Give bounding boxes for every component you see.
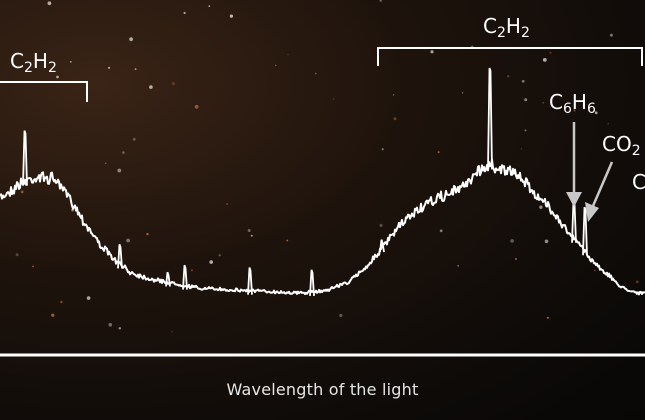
star-speck (379, 223, 383, 227)
x-axis-label: Wavelength of the light (226, 380, 419, 399)
spectrum-series-line (0, 158, 645, 296)
star-speck (379, 0, 382, 2)
star-speck (56, 75, 59, 79)
star-speck (47, 1, 52, 6)
label-c6h6: C6H6 (549, 90, 596, 117)
star-speck (437, 151, 440, 154)
star-speck (118, 327, 122, 330)
star-speck (506, 74, 510, 78)
star-speck (457, 265, 459, 267)
spike-3 (182, 264, 188, 290)
star-speck (209, 260, 213, 264)
label-c-clipped: C (632, 170, 645, 194)
star-speck (546, 316, 549, 319)
star-speck (218, 254, 221, 257)
label-c2h2-right: C2H2 (483, 14, 530, 41)
label-co2: CO2 (602, 132, 641, 159)
star-speck (132, 137, 136, 141)
star-speck (117, 168, 122, 173)
star-speck (149, 85, 153, 89)
arrow-c6h6-head (566, 192, 582, 207)
star-speck (549, 51, 552, 54)
star-speck (171, 82, 175, 86)
star-speck (190, 269, 193, 272)
star-speck (510, 239, 514, 243)
star-speck (393, 117, 397, 121)
star-speck (247, 229, 251, 232)
spike-1 (117, 244, 123, 269)
bracket-c2h2-right (377, 47, 643, 66)
star-speck (439, 229, 443, 233)
star-speck (333, 98, 335, 100)
star-speck (514, 257, 518, 261)
star-speck (635, 280, 639, 284)
star-speck (183, 11, 186, 15)
star-speck (20, 190, 24, 194)
star-speck (208, 5, 211, 7)
star-speck (430, 50, 434, 54)
star-speck (134, 68, 137, 70)
spike-0 (22, 130, 28, 186)
star-speck (314, 72, 317, 75)
spike-7 (487, 67, 493, 170)
star-speck (226, 203, 228, 205)
star-speck (542, 101, 545, 104)
spike-4 (247, 267, 253, 295)
star-speck (108, 323, 113, 327)
star-speck (15, 253, 19, 257)
label-c2h2-left: C2H2 (10, 49, 57, 76)
star-speck (32, 265, 34, 268)
star-speck (60, 300, 63, 304)
star-speck (539, 205, 543, 209)
arrow-co2-head (585, 202, 599, 222)
star-speck (129, 37, 134, 42)
arrow-co2-shaft (591, 161, 614, 207)
emission-spikes (22, 67, 588, 296)
star-speck (544, 239, 549, 244)
star-speck (609, 33, 613, 37)
spike-2 (165, 271, 171, 287)
star-speck (194, 104, 199, 109)
star-speck (122, 151, 125, 154)
bracket-c2h2-left (0, 81, 88, 102)
star-speck (69, 61, 72, 63)
star-speck (275, 64, 277, 67)
star-speck (381, 148, 384, 151)
star-speck (594, 111, 598, 115)
star-speck (108, 66, 111, 69)
star-speck (229, 14, 233, 18)
star-speck (126, 238, 130, 243)
spike-6 (379, 239, 385, 253)
star-speck (393, 94, 395, 96)
star-speck (286, 239, 289, 242)
star-speck (51, 313, 55, 317)
star-speck (524, 129, 527, 132)
spike-9 (582, 206, 588, 256)
star-speck (146, 232, 149, 236)
star-speck (104, 162, 107, 165)
star-speck (250, 234, 253, 237)
star-speck (542, 58, 547, 62)
star-speck (171, 330, 173, 333)
star-speck (339, 313, 343, 318)
star-speck (594, 269, 596, 272)
star-speck (524, 98, 528, 102)
star-speck (573, 109, 576, 112)
molecule-annotations: C2H2 C2H2 C6H6 CO2 C (0, 14, 645, 222)
star-speck (86, 296, 91, 300)
star-speck (287, 53, 289, 56)
star-speck (521, 79, 525, 83)
star-speck (607, 123, 609, 125)
star-speck (461, 92, 464, 94)
star-speck (520, 148, 522, 150)
spike-5 (309, 269, 315, 296)
